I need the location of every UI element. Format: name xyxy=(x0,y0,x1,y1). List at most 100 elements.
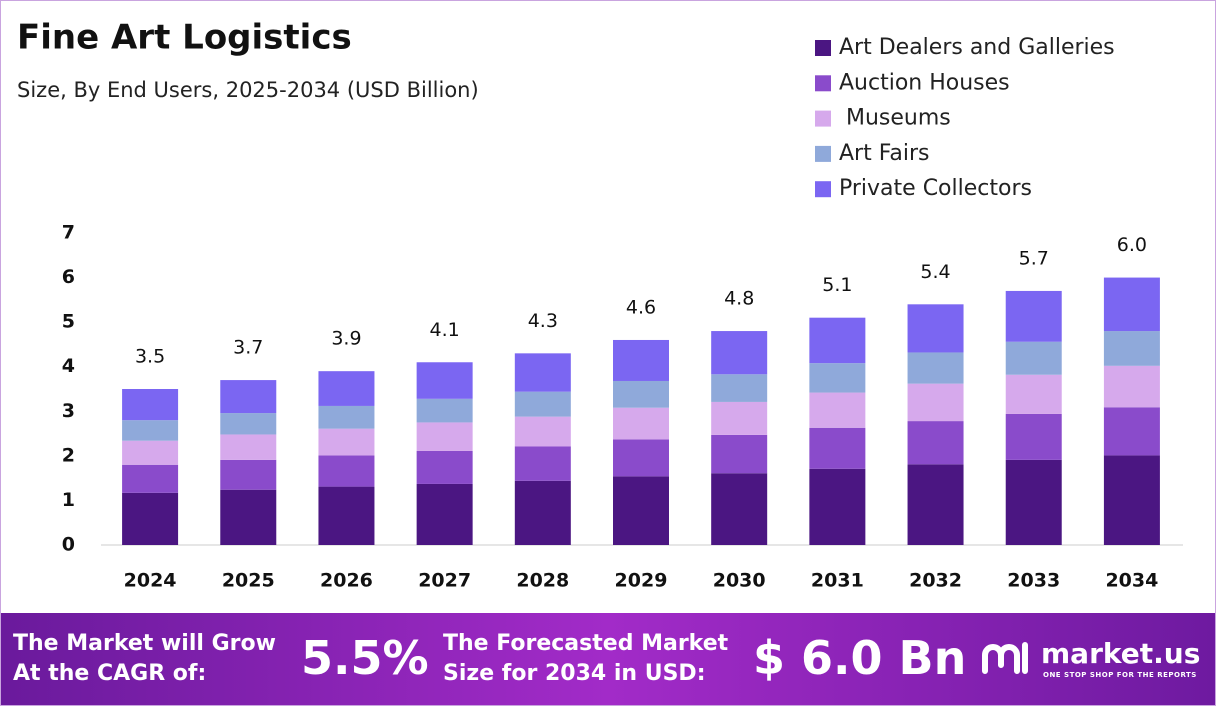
total-label: 4.6 xyxy=(626,296,656,318)
bar-segment xyxy=(514,446,571,481)
bar-segment xyxy=(809,392,866,428)
legend-label: Art Dealers and Galleries xyxy=(839,35,1115,60)
bar-segment xyxy=(1103,331,1160,366)
chart: Fine Art Logistics Size, By End Users, 2… xyxy=(17,18,1183,592)
total-label: 4.8 xyxy=(724,288,754,310)
y-tick-label: 2 xyxy=(62,444,75,466)
bar-segment xyxy=(416,450,473,484)
legend-label: Private Collectors xyxy=(839,176,1032,201)
legend-label: Art Fairs xyxy=(839,141,929,166)
x-tick-label: 2028 xyxy=(516,570,569,592)
total-label: 4.3 xyxy=(528,310,558,332)
bar-segment xyxy=(514,480,571,545)
bar-segment xyxy=(613,407,669,440)
x-tick-label: 2031 xyxy=(811,570,864,592)
chart-subtitle: Size, By End Users, 2025-2034 (USD Billi… xyxy=(17,78,479,102)
y-tick-label: 0 xyxy=(62,534,75,556)
total-label: 3.5 xyxy=(135,346,165,368)
x-tick-label: 2025 xyxy=(222,570,275,592)
brand: market.us xyxy=(1041,637,1201,670)
bar-segment xyxy=(220,434,277,460)
legend-label: Museums xyxy=(839,106,951,131)
bar-segment xyxy=(711,473,768,545)
total-label: 5.7 xyxy=(1019,247,1049,269)
bar-segment xyxy=(907,464,964,545)
bar-segment xyxy=(220,380,277,414)
bar-segment xyxy=(711,434,768,474)
legend-swatch xyxy=(815,145,831,162)
bar-segment xyxy=(613,476,669,545)
bar-segment xyxy=(809,317,866,364)
bar-segment xyxy=(1005,374,1062,414)
chart-title: Fine Art Logistics xyxy=(17,18,352,58)
bar-segment xyxy=(122,440,179,465)
x-tick-label: 2033 xyxy=(1007,570,1060,592)
x-tick-label: 2030 xyxy=(713,570,766,592)
y-tick-label: 6 xyxy=(62,266,75,288)
bar-segment xyxy=(416,483,473,545)
bar-segment xyxy=(809,427,866,469)
bar-segment xyxy=(514,391,571,417)
bar-segment xyxy=(416,398,473,423)
forecast-text: The Forecasted Market Size for 2034 in U… xyxy=(443,631,729,686)
bar-segment xyxy=(122,492,179,545)
y-tick-label: 7 xyxy=(62,222,75,244)
bar-segment xyxy=(907,304,964,353)
bar-segment xyxy=(1103,407,1160,456)
bar-segment xyxy=(907,352,964,384)
legend-swatch xyxy=(815,110,831,127)
bar-segment xyxy=(907,421,964,465)
bar-segment xyxy=(907,383,964,422)
total-label: 4.1 xyxy=(430,319,460,341)
bar-segment xyxy=(1103,277,1160,332)
forecast-value: $ 6.0 Bn xyxy=(753,631,967,685)
bar-segment xyxy=(1005,290,1062,342)
y-tick-label: 1 xyxy=(62,489,75,511)
y-tick-label: 3 xyxy=(62,400,75,422)
bar-segment xyxy=(809,468,866,545)
bar-segment xyxy=(318,405,375,429)
legend-label: Auction Houses xyxy=(839,70,1010,95)
bar-segment xyxy=(809,363,866,393)
bar-segment xyxy=(1005,459,1062,545)
bar-segment xyxy=(318,486,375,545)
bar-segment xyxy=(220,459,277,490)
bar-segment xyxy=(613,439,669,477)
y-tick-label: 5 xyxy=(62,311,75,333)
x-tick-label: 2032 xyxy=(909,570,962,592)
total-label: 5.4 xyxy=(920,261,950,283)
bar-segment xyxy=(711,374,768,402)
bar-segment xyxy=(416,362,473,399)
total-label: 5.1 xyxy=(822,274,852,296)
bar-segment xyxy=(1103,365,1160,408)
total-label: 3.9 xyxy=(331,328,361,350)
bar-segment xyxy=(318,428,375,456)
tagline: ONE STOP SHOP FOR THE REPORTS xyxy=(1043,671,1197,679)
bar-segment xyxy=(416,422,473,451)
bar-segment xyxy=(1103,455,1160,545)
brand-logo xyxy=(982,642,1028,674)
total-label: 6.0 xyxy=(1117,234,1147,256)
x-tick-label: 2034 xyxy=(1105,570,1158,592)
footer: The Market will Grow At the CAGR of: 5.5… xyxy=(1,613,1215,705)
bar-segment xyxy=(220,413,277,435)
bar-segment xyxy=(122,464,179,493)
y-tick-label: 4 xyxy=(62,355,75,377)
legend-swatch xyxy=(815,40,831,56)
bar-segment xyxy=(1005,341,1062,375)
bar-segment xyxy=(514,353,571,392)
bar-segment xyxy=(1005,413,1062,460)
legend-swatch xyxy=(815,75,831,92)
cagr-text: The Market will Grow At the CAGR of: xyxy=(13,631,276,686)
bar-segment xyxy=(122,420,179,441)
bar-segment xyxy=(220,489,277,545)
bar-segment xyxy=(122,389,179,421)
bar-segment xyxy=(613,380,669,408)
bar-segment xyxy=(711,401,768,435)
legend-swatch xyxy=(815,181,831,198)
bar-segment xyxy=(514,416,571,447)
x-tick-label: 2029 xyxy=(615,570,668,592)
x-tick-label: 2027 xyxy=(418,570,471,592)
x-tick-label: 2026 xyxy=(320,570,373,592)
